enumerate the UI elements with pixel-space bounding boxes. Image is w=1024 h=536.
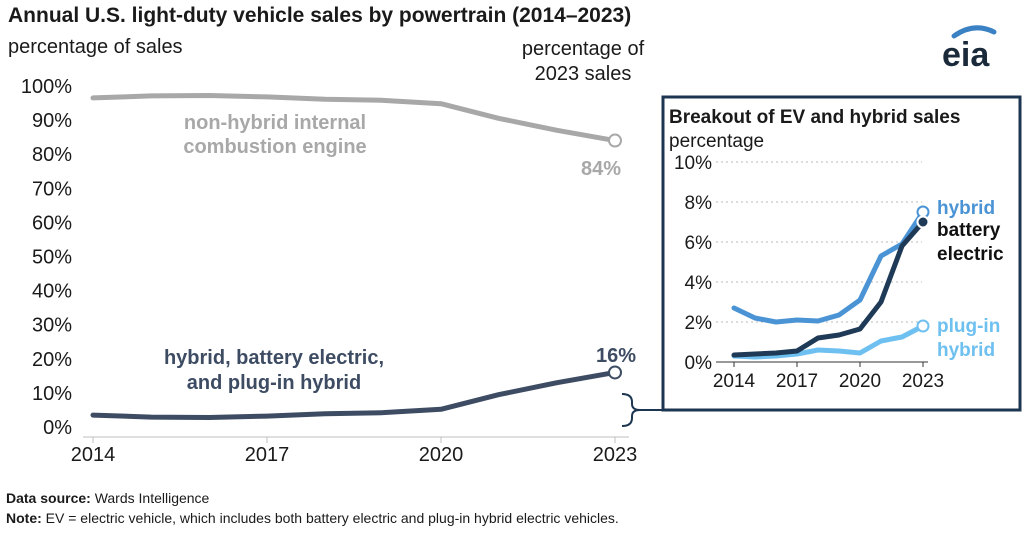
data-source-label: Data source: (6, 490, 91, 506)
inset-x-tick-label: 2023 (902, 371, 944, 392)
inset-y-tick-label: 6% (685, 233, 713, 254)
inset-x-tick-label: 2017 (776, 371, 818, 392)
inset-end-point-plug-in-hybrid (916, 319, 930, 333)
x-tick-label: 2020 (419, 444, 464, 466)
data-source: Data source: Wards Intelligence (6, 490, 209, 506)
series-label-combined-line1: hybrid, battery electric, (164, 347, 384, 369)
inset-series-line-plug-in-hybrid (731, 323, 926, 360)
x-tick-label: 2014 (71, 444, 116, 466)
inset-y-tick-label: 0% (685, 353, 713, 374)
footnote: Note: EV = electric vehicle, which inclu… (6, 510, 619, 526)
eia-logo: eia (942, 25, 997, 70)
series-label-combined-line2: and plug-in hybrid (187, 372, 361, 394)
y-tick-label: 50% (32, 247, 72, 269)
inset-series-label-hybrid: hybrid (937, 198, 995, 219)
inset-x-tick-label: 2014 (713, 371, 756, 392)
end-point-combined (608, 365, 622, 380)
inset-series-label-plug-in-hybrid: plug-in (937, 316, 1000, 337)
end-label-combined: 16% (596, 345, 636, 367)
inset-series-line-battery-electric (731, 219, 926, 358)
bracket (621, 393, 641, 427)
y-tick-label: 80% (32, 144, 72, 166)
inset-y-axis-label: percentage (669, 131, 764, 152)
note-text: EV = electric vehicle, which includes bo… (41, 510, 619, 526)
series-label-ice-line2: combustion engine (183, 136, 366, 158)
note-label: Note: (6, 510, 42, 526)
end-label-ice: 84% (581, 158, 621, 180)
inset-series-line-hybrid (731, 209, 926, 325)
x-tick-label: 2017 (245, 444, 290, 466)
series-label-ice-line1: non-hybrid internal (184, 112, 366, 134)
y-tick-label: 60% (32, 212, 72, 234)
y-axis-label: percentage of sales (8, 36, 183, 58)
main-chart: 0% 10% 20% 30% 40% 50% 60% 70% 80% 90% 100% 2014 201… (21, 38, 664, 466)
inset-y-tick-label: 8% (685, 193, 713, 214)
inset-x-tick-label: 2020 (839, 371, 881, 392)
inset-y-tick-label: 2% (685, 313, 713, 334)
x-tick-label: 2023 (593, 444, 638, 466)
inset-title: Breakout of EV and hybrid sales (669, 107, 960, 128)
y-tick-label: 30% (32, 315, 72, 337)
y-tick-label: 100% (21, 76, 72, 98)
inset-y-tick-label: 4% (685, 273, 713, 294)
y-tick-label: 0% (43, 417, 72, 439)
y-tick-label: 70% (32, 178, 72, 200)
inset-chart: Breakout of EV and hybrid sales percentag… (661, 95, 1022, 412)
inset-y-tick-label: 10% (674, 153, 712, 174)
end-point-ice (608, 133, 622, 148)
inset-frame (661, 95, 1022, 412)
y-tick-label: 20% (32, 349, 72, 371)
inset-series-label-battery-electric: battery (937, 220, 1001, 241)
chart-title: Annual U.S. light-duty vehicle sales by … (8, 4, 632, 27)
inset-series-label-battery-electric: electric (937, 244, 1004, 265)
inset-series-label-plug-in-hybrid: hybrid (937, 340, 995, 361)
y-tick-label: 10% (32, 383, 72, 405)
data-source-text: Wards Intelligence (90, 490, 210, 506)
y-tick-label: 90% (32, 110, 72, 132)
series-line-combined (90, 369, 618, 420)
right-axis-label-line1: percentage of (522, 38, 645, 60)
y-tick-label: 40% (32, 281, 72, 303)
series-line-ice (90, 93, 618, 144)
inset-end-point-battery-electric (916, 215, 930, 229)
eia-logo-text: eia (942, 36, 990, 70)
right-axis-label-line2: 2023 sales (535, 63, 632, 85)
